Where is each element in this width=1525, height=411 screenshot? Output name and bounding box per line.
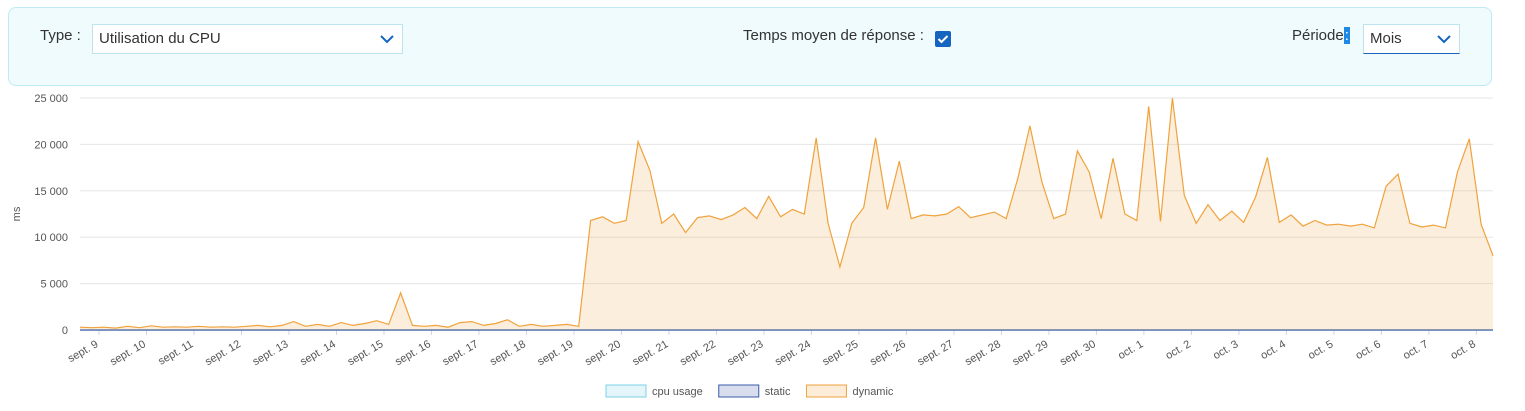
x-tick-label: sept. 24 — [773, 338, 813, 368]
area — [80, 98, 1493, 330]
x-tick-label: oct. 8 — [1449, 338, 1478, 362]
x-tick-label: oct. 1 — [1116, 338, 1145, 362]
x-tick-label: oct. 6 — [1354, 338, 1383, 362]
period-select[interactable]: Mois — [1363, 24, 1460, 54]
legend-label: cpu usage — [652, 386, 703, 398]
x-tick-label: sept. 21 — [631, 338, 671, 368]
legend-item: cpu usage — [605, 384, 703, 398]
period-label: Période: — [1292, 27, 1350, 44]
x-tick-label: oct. 7 — [1401, 338, 1430, 362]
line — [79, 97, 1494, 329]
x-tick-label: sept. 29 — [1011, 338, 1051, 368]
x-tick-label: sept. 14 — [298, 338, 338, 368]
x-tick-label: sept. 26 — [868, 338, 908, 368]
x-tick-label: sept. 20 — [583, 338, 623, 368]
x-tick-label: oct. 4 — [1259, 338, 1288, 362]
period-colon: : — [1343, 27, 1350, 44]
y-tick-label: 10 000 — [34, 232, 68, 244]
legend-label: dynamic — [852, 386, 893, 398]
x-tick-label: oct. 2 — [1164, 338, 1193, 362]
x-tick-label: sept. 30 — [1058, 338, 1098, 368]
x-tick-label: sept. 18 — [488, 338, 528, 368]
period-text: Période — [1292, 27, 1344, 44]
legend-item: dynamic — [805, 384, 894, 398]
legend-label: static — [765, 386, 791, 398]
x-tick-label: sept. 19 — [536, 338, 576, 368]
chevron — [380, 35, 394, 44]
x-tick-label: sept. 15 — [346, 338, 386, 368]
y-tick-label: 25 000 — [34, 93, 68, 105]
response-label: Temps moyen de réponse : — [743, 27, 924, 44]
x-tick-label: sept. 10 — [108, 338, 148, 368]
chart: ms 0 5 000 10 000 15 000 20 000 25 000 sept. 9… — [11, 93, 1494, 398]
x-tick-label: sept. 11 — [156, 338, 195, 368]
x-tick-label: sept. 17 — [441, 338, 481, 368]
x-tick-label: sept. 23 — [726, 338, 766, 368]
response-checkbox[interactable] — [935, 31, 951, 47]
x-tick-label: sept. 25 — [821, 338, 861, 368]
x-tick-label: sept. 13 — [251, 338, 291, 368]
x-tick-label: sept. 27 — [916, 338, 956, 368]
legend-swatch — [718, 384, 760, 398]
chevron — [1437, 35, 1451, 44]
x-tick-label: sept. 22 — [678, 338, 718, 368]
x-tick-label: sept. 16 — [393, 338, 433, 368]
legend-swatch — [805, 384, 847, 398]
period-value: Mois — [1370, 30, 1402, 47]
x-tick-label: oct. 3 — [1211, 338, 1240, 362]
y-axis-label: ms — [11, 206, 23, 221]
y-tick-label: 5 000 — [40, 279, 68, 291]
y-tick-label: 15 000 — [34, 186, 68, 198]
legend-item: static — [718, 384, 791, 398]
y-tick-label: 0 — [62, 325, 68, 337]
x-tick-label: sept. 12 — [203, 338, 243, 368]
type-label: Type : — [40, 27, 81, 44]
x-tick-label: sept. 28 — [963, 338, 1003, 368]
type-select[interactable]: Utilisation du CPU — [92, 24, 403, 54]
legend-swatch — [605, 384, 647, 398]
x-tick-label: oct. 5 — [1306, 338, 1335, 362]
x-tick-label: sept. 9 — [66, 338, 101, 365]
check-icon — [937, 35, 949, 44]
type-value: Utilisation du CPU — [99, 30, 221, 47]
y-tick-label: 20 000 — [34, 139, 68, 151]
